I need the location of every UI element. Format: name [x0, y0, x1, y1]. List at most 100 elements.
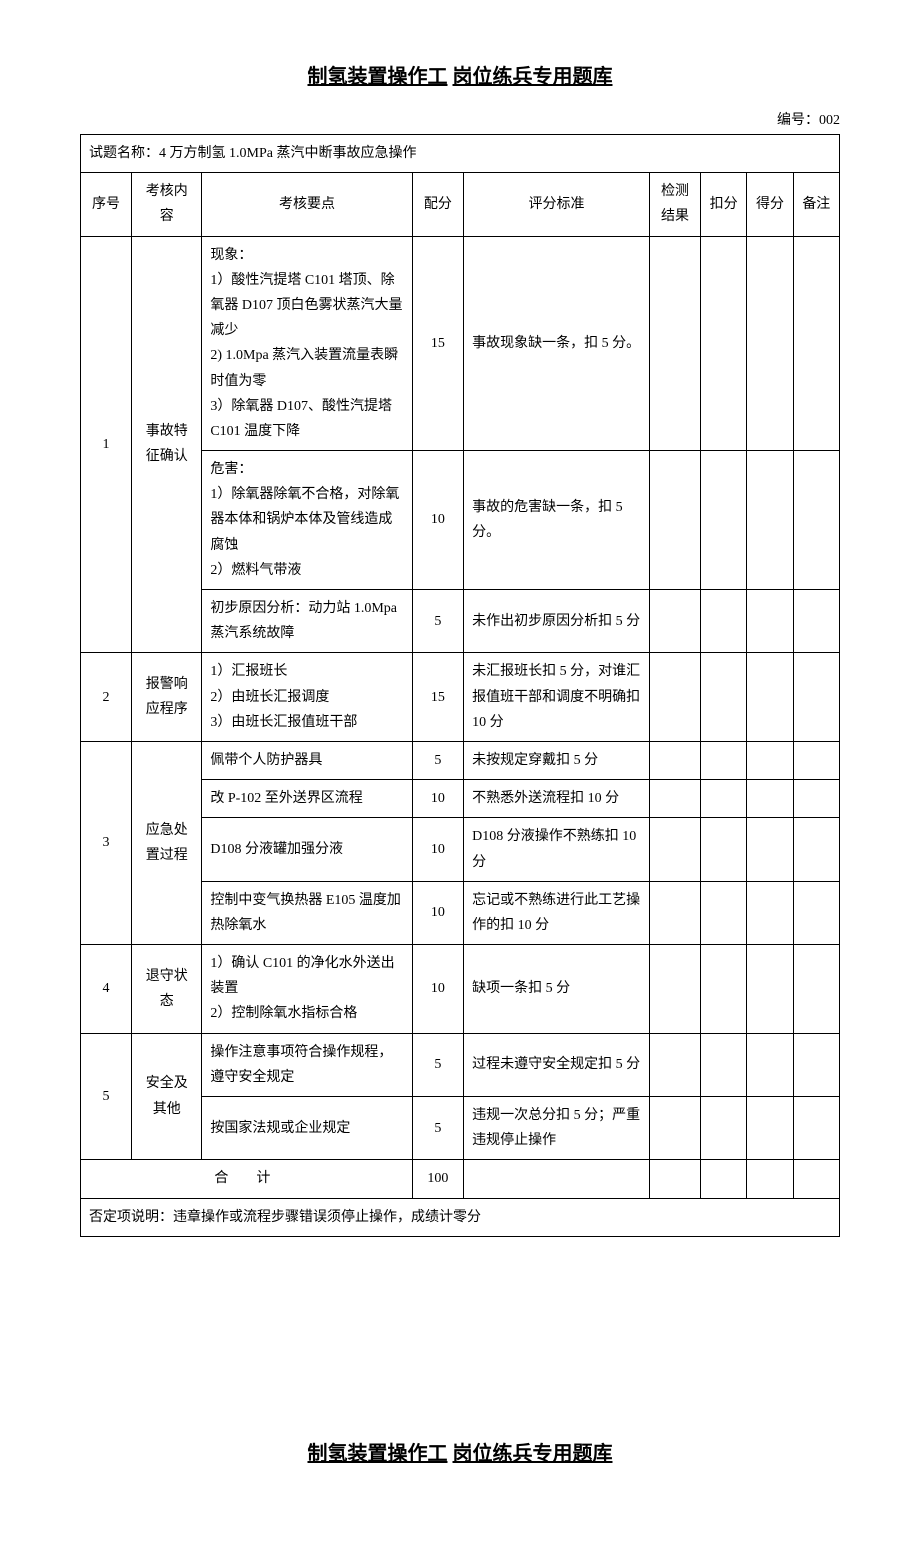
- total-criteria: [464, 1160, 650, 1198]
- score-cell: 15: [412, 653, 463, 742]
- page-title: 制氢装置操作工 岗位练兵专用题库: [80, 60, 840, 89]
- criteria-cell: 缺项一条扣 5 分: [464, 945, 650, 1034]
- criteria-cell: 事故现象缺一条，扣 5 分。: [464, 236, 650, 451]
- footnote: 否定项说明：违章操作或流程步骤错误须停止操作，成绩计零分: [81, 1198, 840, 1236]
- deduct-cell: [701, 818, 747, 881]
- deduct-cell: [701, 1033, 747, 1096]
- detect-cell: [649, 881, 700, 944]
- header-row: 序号 考核内容 考核要点 配分 评分标准 检测结果 扣分 得分 备注: [81, 173, 840, 236]
- header-points: 考核要点: [202, 173, 412, 236]
- test-name-label: 试题名称：: [89, 146, 159, 161]
- seq-cell: 5: [81, 1033, 132, 1160]
- table-row: 4 退守状态 1）确认 C101 的净化水外送出装置 2）控制除氧水指标合格 1…: [81, 945, 840, 1034]
- get-cell: [747, 945, 793, 1034]
- deduct-cell: [701, 1097, 747, 1160]
- remark-cell: [793, 780, 839, 818]
- deduct-cell: [701, 741, 747, 779]
- remark-cell: [793, 818, 839, 881]
- seq-cell: 2: [81, 653, 132, 742]
- score-cell: 10: [412, 818, 463, 881]
- get-cell: [747, 653, 793, 742]
- score-cell: 10: [412, 945, 463, 1034]
- score-cell: 5: [412, 590, 463, 653]
- header-deduct: 扣分: [701, 173, 747, 236]
- seq-cell: 1: [81, 236, 132, 653]
- score-cell: 10: [412, 881, 463, 944]
- title2-part1: 制氢装置操作工: [308, 1443, 448, 1467]
- header-get: 得分: [747, 173, 793, 236]
- deduct-cell: [701, 945, 747, 1034]
- detect-cell: [649, 1097, 700, 1160]
- criteria-cell: 未按规定穿戴扣 5 分: [464, 741, 650, 779]
- points-cell: 1）汇报班长 2）由班长汇报调度 3）由班长汇报值班干部: [202, 653, 412, 742]
- content-cell: 退守状态: [132, 945, 202, 1034]
- criteria-cell: 违规一次总分扣 5 分；严重违规停止操作: [464, 1097, 650, 1160]
- header-seq: 序号: [81, 173, 132, 236]
- content-cell: 应急处置过程: [132, 741, 202, 944]
- detect-cell: [649, 1033, 700, 1096]
- criteria-cell: 过程未遵守安全规定扣 5 分: [464, 1033, 650, 1096]
- detect-cell: [649, 818, 700, 881]
- criteria-cell: 不熟悉外送流程扣 10 分: [464, 780, 650, 818]
- table-row: 1 事故特征确认 现象： 1）酸性汽提塔 C101 塔顶、除氧器 D107 顶白…: [81, 236, 840, 451]
- table-row: 3 应急处置过程 佩带个人防护器具 5 未按规定穿戴扣 5 分: [81, 741, 840, 779]
- deduct-cell: [701, 780, 747, 818]
- page-title-2: 制氢装置操作工 岗位练兵专用题库: [80, 1437, 840, 1466]
- header-remark: 备注: [793, 173, 839, 236]
- deduct-cell: [701, 451, 747, 590]
- get-cell: [747, 1097, 793, 1160]
- detect-cell: [649, 236, 700, 451]
- points-cell: 控制中变气换热器 E105 温度加热除氧水: [202, 881, 412, 944]
- criteria-cell: 事故的危害缺一条，扣 5 分。: [464, 451, 650, 590]
- points-cell: 改 P-102 至外送界区流程: [202, 780, 412, 818]
- deduct-cell: [701, 881, 747, 944]
- deduct-cell: [701, 236, 747, 451]
- criteria-cell: 未汇报班长扣 5 分，对谁汇报值班干部和调度不明确扣 10 分: [464, 653, 650, 742]
- points-cell: 危害： 1）除氧器除氧不合格，对除氧器本体和锅炉本体及管线造成腐蚀 2）燃料气带…: [202, 451, 412, 590]
- detect-cell: [649, 451, 700, 590]
- get-cell: [747, 881, 793, 944]
- footnote-row: 否定项说明：违章操作或流程步骤错误须停止操作，成绩计零分: [81, 1198, 840, 1236]
- title-part1: 制氢装置操作工: [308, 66, 448, 90]
- get-cell: [747, 236, 793, 451]
- remark-cell: [793, 236, 839, 451]
- get-cell: [747, 1033, 793, 1096]
- title2-part2: 岗位练兵专用题库: [453, 1443, 613, 1467]
- table-row: 2 报警响应程序 1）汇报班长 2）由班长汇报调度 3）由班长汇报值班干部 15…: [81, 653, 840, 742]
- remark-cell: [793, 451, 839, 590]
- points-cell: 现象： 1）酸性汽提塔 C101 塔顶、除氧器 D107 顶白色雾状蒸汽大量减少…: [202, 236, 412, 451]
- score-cell: 5: [412, 1033, 463, 1096]
- get-cell: [747, 818, 793, 881]
- remark-cell: [793, 653, 839, 742]
- criteria-cell: 忘记或不熟练进行此工艺操作的扣 10 分: [464, 881, 650, 944]
- total-deduct: [701, 1160, 747, 1198]
- detect-cell: [649, 590, 700, 653]
- header-content: 考核内容: [132, 173, 202, 236]
- total-remark: [793, 1160, 839, 1198]
- total-label: 合计: [81, 1160, 413, 1198]
- remark-cell: [793, 1033, 839, 1096]
- points-cell: 按国家法规或企业规定: [202, 1097, 412, 1160]
- score-cell: 10: [412, 780, 463, 818]
- criteria-cell: D108 分液操作不熟练扣 10 分: [464, 818, 650, 881]
- get-cell: [747, 451, 793, 590]
- content-cell: 报警响应程序: [132, 653, 202, 742]
- deduct-cell: [701, 590, 747, 653]
- header-detect: 检测结果: [649, 173, 700, 236]
- test-name-row: 试题名称：4 万方制氢 1.0MPa 蒸汽中断事故应急操作: [81, 135, 840, 173]
- points-cell: 操作注意事项符合操作规程，遵守安全规定: [202, 1033, 412, 1096]
- detect-cell: [649, 653, 700, 742]
- test-name-cell: 试题名称：4 万方制氢 1.0MPa 蒸汽中断事故应急操作: [81, 135, 840, 173]
- total-score: 100: [412, 1160, 463, 1198]
- doc-number: 编号：002: [80, 109, 840, 129]
- test-name: 4 万方制氢 1.0MPa 蒸汽中断事故应急操作: [159, 146, 416, 161]
- remark-cell: [793, 741, 839, 779]
- header-criteria: 评分标准: [464, 173, 650, 236]
- detect-cell: [649, 945, 700, 1034]
- total-get: [747, 1160, 793, 1198]
- get-cell: [747, 741, 793, 779]
- remark-cell: [793, 945, 839, 1034]
- remark-cell: [793, 590, 839, 653]
- deduct-cell: [701, 653, 747, 742]
- score-cell: 15: [412, 236, 463, 451]
